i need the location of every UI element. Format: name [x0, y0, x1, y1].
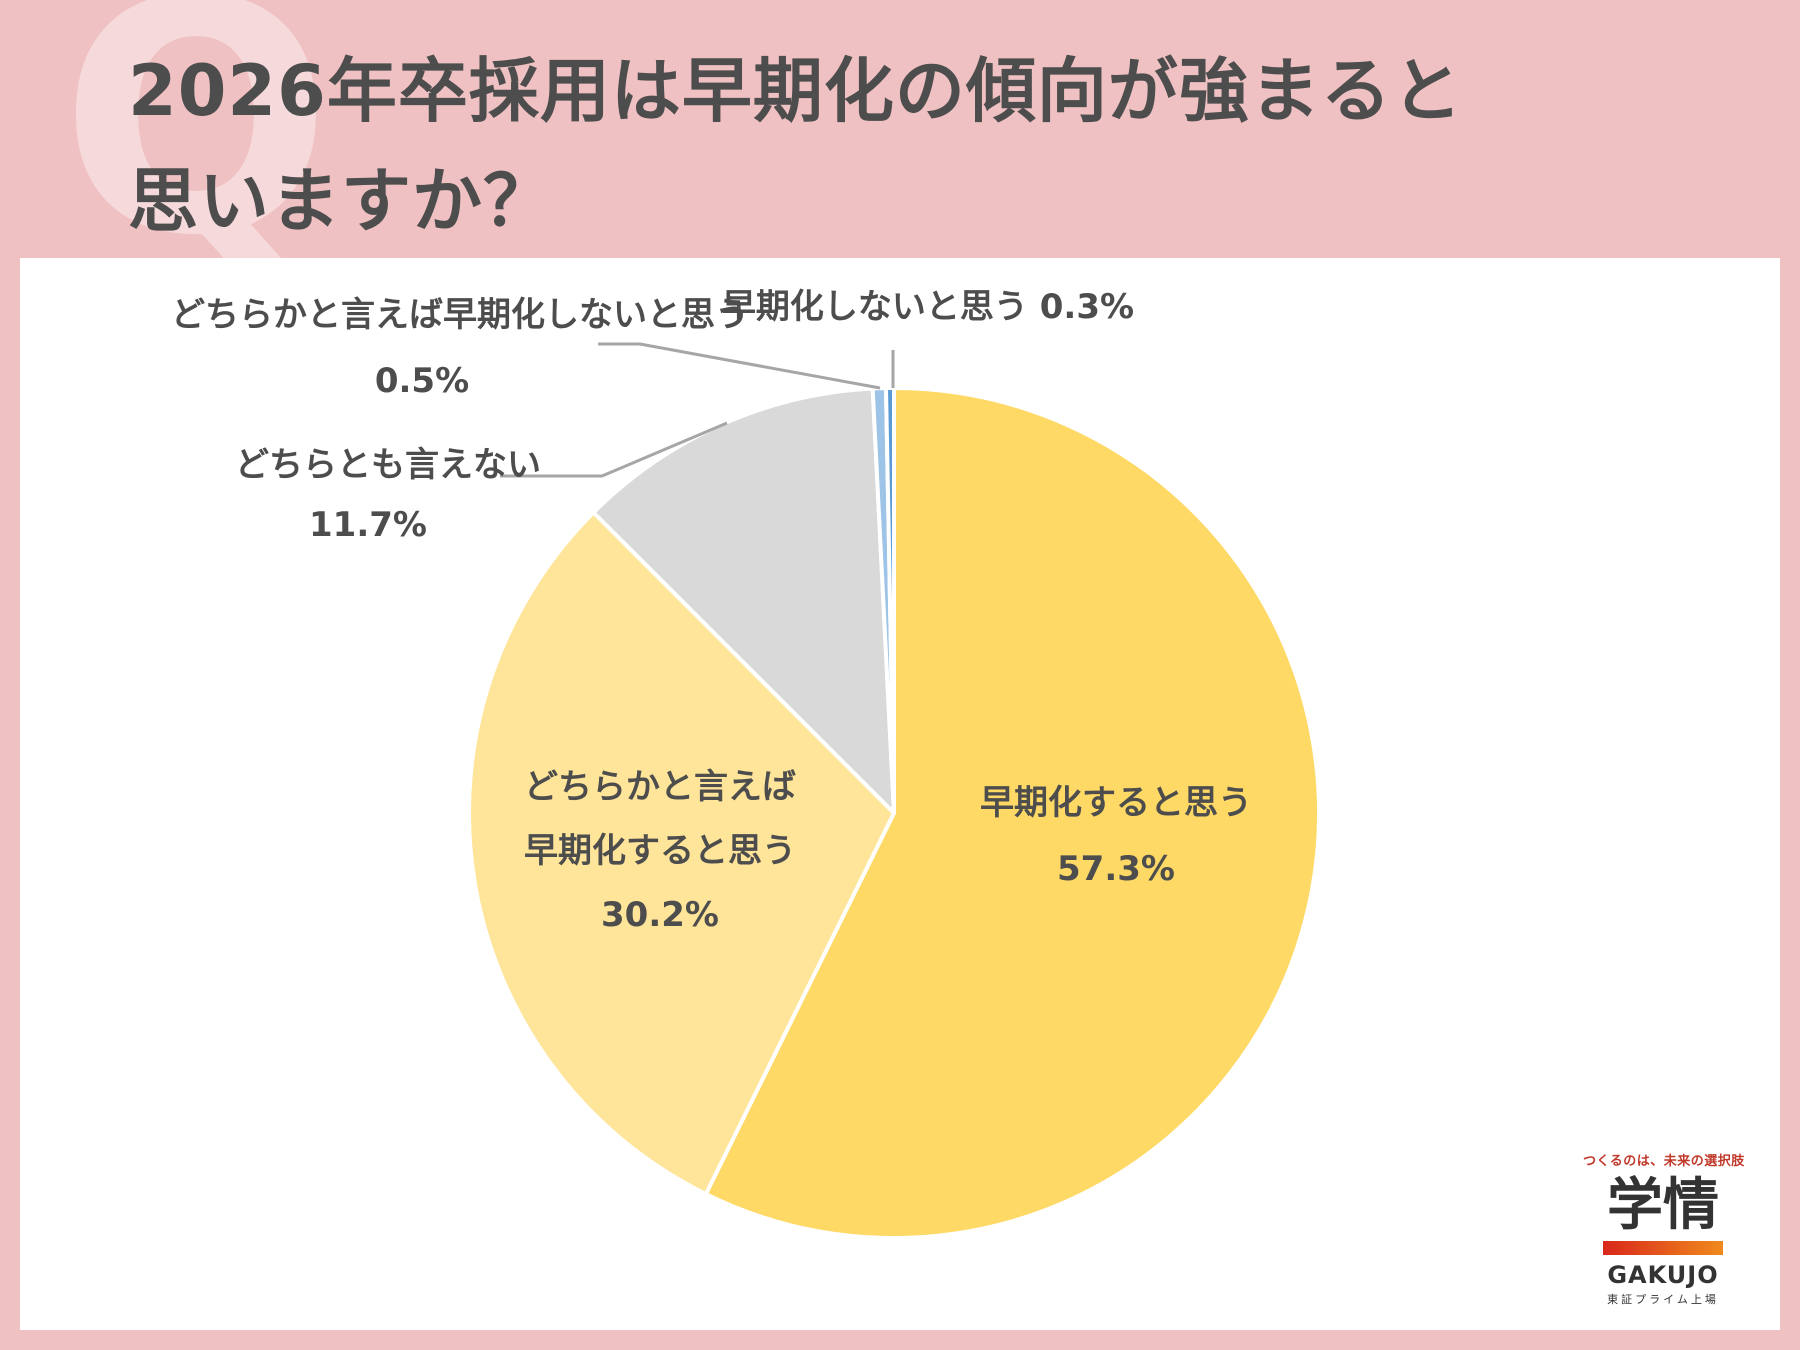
logo-bar	[1603, 1241, 1723, 1255]
title-line-2: 思いますか？	[128, 160, 554, 242]
leader-line-slice-4	[598, 342, 881, 390]
pie-chart: 早期化すると思う57.3%どちらかと言えば早期化すると思う30.2%どちらとも言…	[171, 287, 1321, 1240]
slice-3-value: 11.7%	[309, 505, 427, 545]
slice-5-label: 早期化しないと思う 0.3%	[722, 287, 1134, 327]
slice-4-label: どちらかと言えば早期化しないと思う	[171, 295, 749, 335]
logo-kanji: 学情	[1607, 1173, 1719, 1238]
title-line-1: 2026年卒採用は早期化の傾向が強まると	[128, 50, 1463, 132]
page-title: 2026年卒採用は早期化の傾向が強まると 思いますか？	[128, 36, 1728, 256]
slice-1-value: 57.3%	[1057, 849, 1175, 889]
slice-2-label-line-1: どちらかと言えば	[524, 767, 796, 807]
q-watermark: Q	[60, 0, 333, 306]
logo-subtext: 東証プライム上場	[1607, 1293, 1719, 1306]
leader-line-slice-3	[500, 421, 728, 478]
gakujo-logo: つくるのは、未来の選択肢 学情 GAKUJO 東証プライム上場	[1583, 1150, 1745, 1318]
slice-3-label: どちらとも言えない	[235, 445, 541, 485]
chart-panel: 早期化すると思う 57.3% どちらかと言えば 早期化すると思う 30.2% どちらとも言…	[20, 258, 1780, 1330]
pie-slice-2	[467, 510, 896, 1197]
slice-1-label: 早期化すると思う	[980, 783, 1252, 823]
slice-2-label-line-2: 早期化すると思う	[524, 831, 796, 871]
slice-2-value: 30.2%	[601, 895, 719, 935]
pie-slice-1	[703, 386, 1321, 1240]
logo-tagline: つくるのは、未来の選択肢	[1583, 1154, 1745, 1169]
slice-4-value: 0.5%	[375, 361, 469, 401]
logo-name: GAKUJO	[1607, 1261, 1719, 1289]
